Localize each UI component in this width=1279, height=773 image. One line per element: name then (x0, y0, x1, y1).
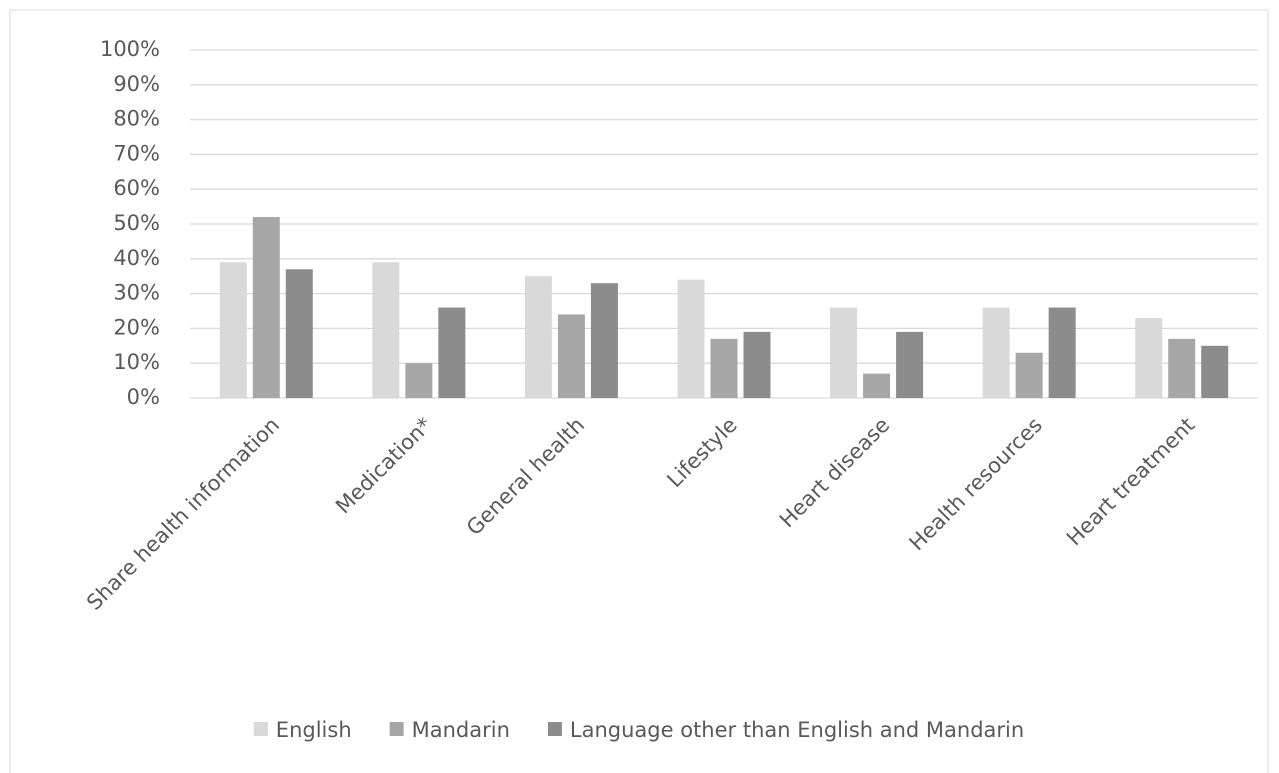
bar (677, 279, 705, 398)
bar (252, 217, 280, 398)
legend-swatch (547, 722, 562, 736)
bar (1168, 338, 1196, 398)
bar (863, 373, 891, 398)
bar (590, 283, 618, 398)
chart-frame (9, 9, 1269, 773)
bar (405, 363, 433, 398)
bar (1135, 317, 1163, 398)
bar (1015, 352, 1043, 398)
legend-label: English (276, 718, 352, 742)
y-tick-label: 70% (113, 141, 160, 165)
y-tick-label: 20% (113, 315, 160, 339)
bar (710, 338, 738, 398)
bar (438, 307, 466, 398)
bar (830, 307, 858, 398)
y-tick-label: 90% (113, 72, 160, 96)
bar (524, 276, 552, 398)
y-tick-label: 30% (113, 281, 160, 305)
bar (743, 331, 771, 398)
y-tick-label: 80% (113, 107, 160, 131)
y-tick-label: 100% (100, 37, 160, 61)
y-tick-label: 0% (127, 385, 160, 409)
bar (982, 307, 1010, 398)
legend-swatch (389, 722, 404, 736)
bar (896, 331, 924, 398)
legend-swatch (253, 722, 268, 736)
bar (372, 262, 400, 398)
bar (219, 262, 247, 398)
y-tick-label: 40% (113, 246, 160, 270)
y-tick-label: 10% (113, 350, 160, 374)
y-tick-label: 50% (113, 211, 160, 235)
bar (285, 269, 313, 398)
y-tick-label: 60% (113, 176, 160, 200)
bar (557, 314, 585, 398)
legend-label: Mandarin (412, 718, 510, 742)
bar (1201, 345, 1229, 398)
bar (1048, 307, 1076, 398)
legend-label: Language other than English and Mandarin (570, 718, 1024, 742)
